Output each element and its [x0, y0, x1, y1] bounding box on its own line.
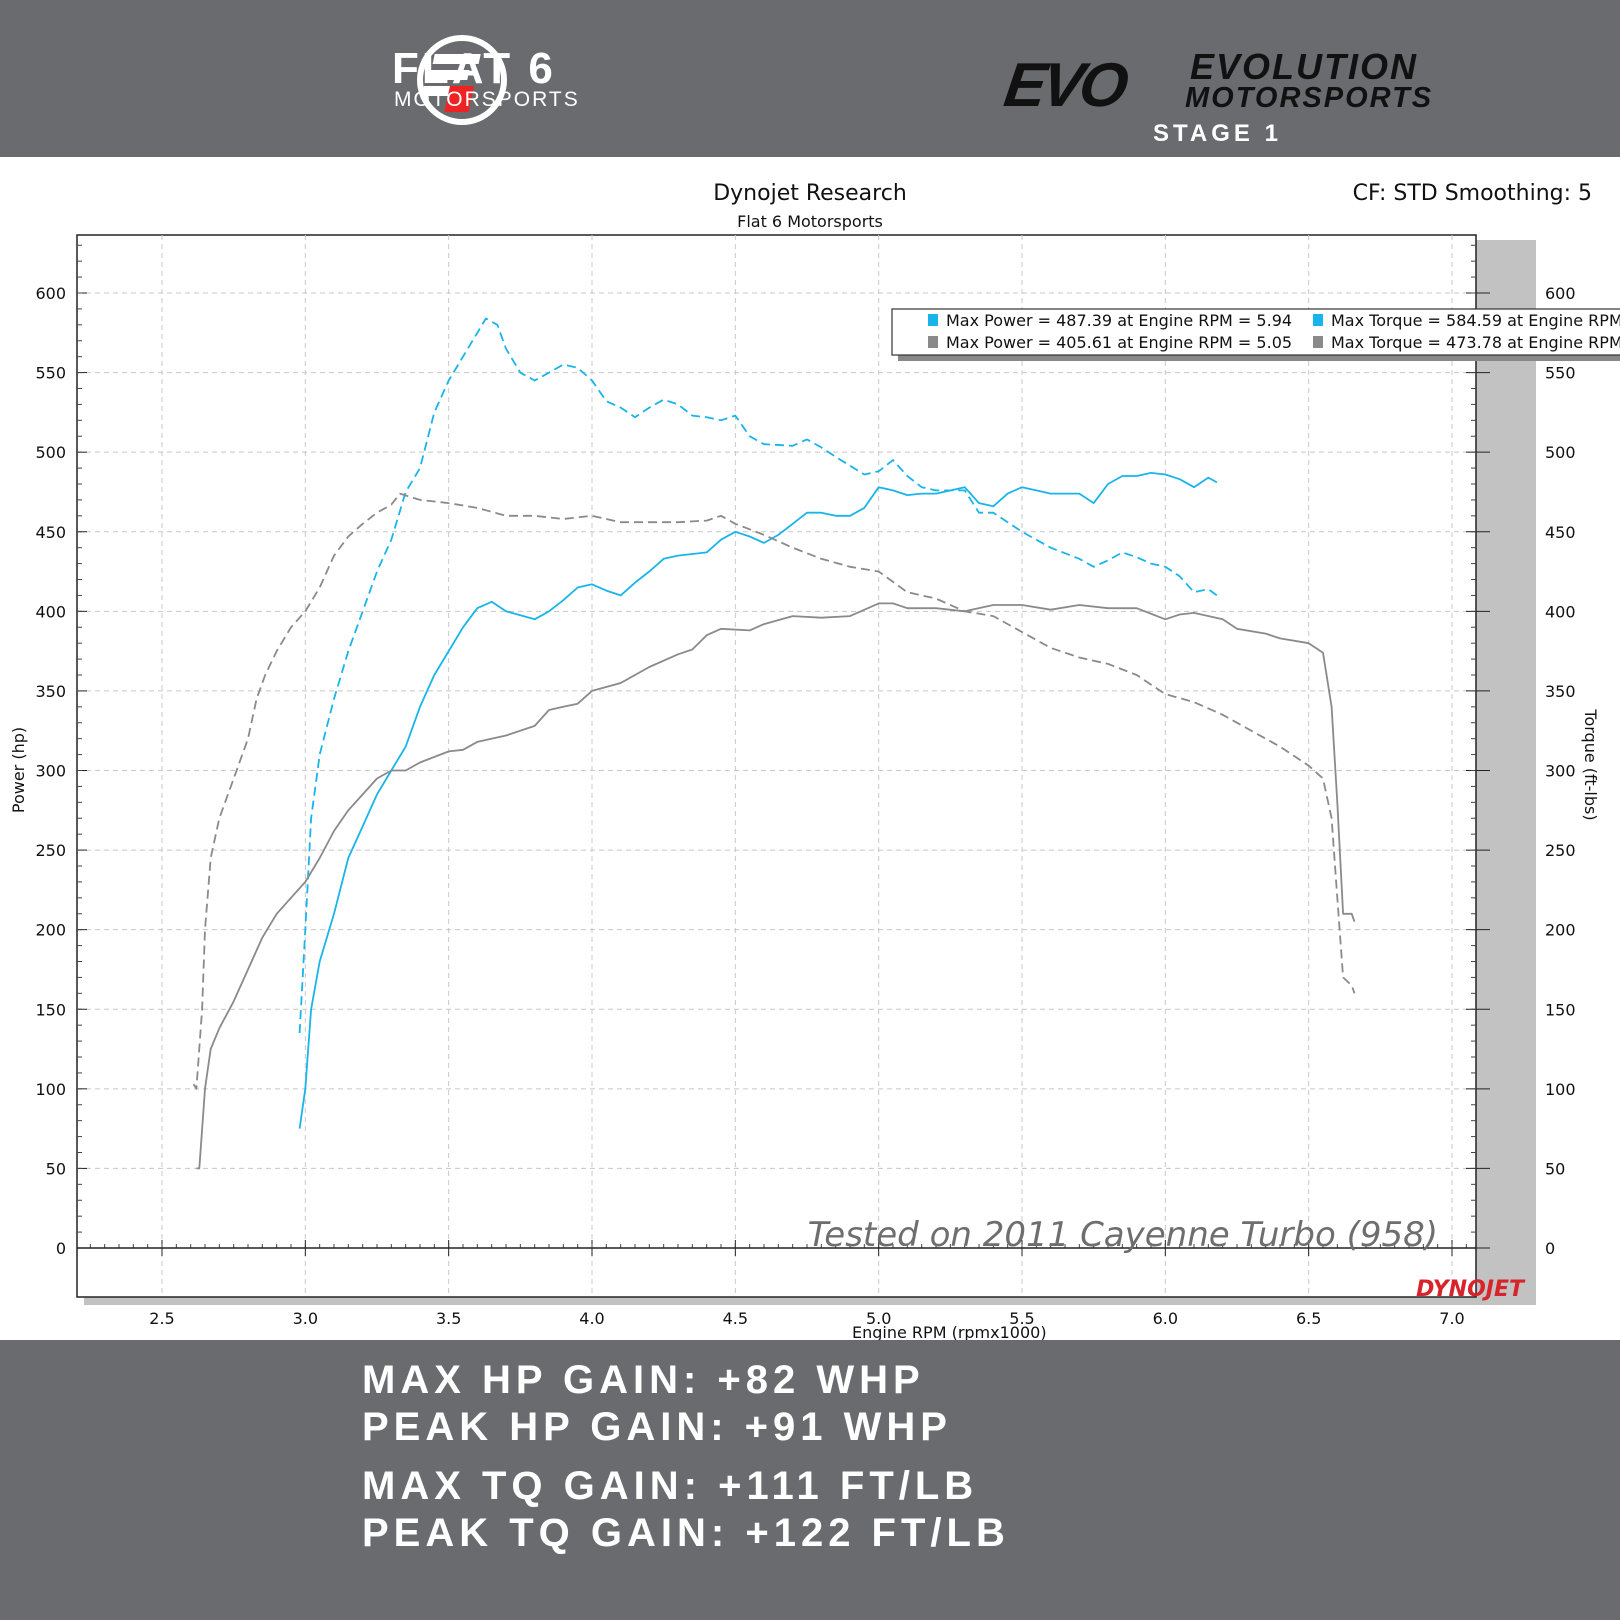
x-axis-label: Engine RPM (rpmx1000) — [852, 1323, 1047, 1340]
dyno-chart: Dynojet Research Flat 6 Motorsports CF: … — [9, 181, 1620, 1340]
y-tick-label: 200 — [35, 921, 66, 940]
peak-tq-gain: PEAK TQ GAIN: +122 FT/LB — [362, 1511, 1010, 1555]
legend-swatch-stock-torque — [1313, 336, 1323, 348]
x-tick-label: 5.5 — [1009, 1309, 1034, 1328]
flat6-logo-title: FLAT 6 — [392, 44, 556, 93]
chart-subtitle: Flat 6 Motorsports — [737, 212, 883, 231]
peak-hp-gain: PEAK HP GAIN: +91 WHP — [362, 1405, 952, 1449]
y2-tick-label: 250 — [1545, 841, 1576, 860]
y2-tick-label: 400 — [1545, 602, 1576, 621]
y-tick-label: 300 — [35, 762, 66, 781]
y2-tick-label: 550 — [1545, 364, 1576, 383]
annotation: Tested on 2011 Cayenne Turbo (958) — [808, 1215, 1438, 1255]
max-hp-gain: MAX HP GAIN: +82 WHP — [362, 1358, 925, 1402]
y-tick-label: 500 — [35, 443, 66, 462]
y-tick-label: 250 — [35, 841, 66, 860]
series-tuned-power — [298, 472, 1218, 1129]
x-tick-label: 3.5 — [436, 1309, 461, 1328]
y2-tick-label: 300 — [1545, 762, 1576, 781]
series-tuned-torque — [298, 317, 1218, 1034]
x-tick-label: 3.0 — [293, 1309, 318, 1328]
x-tick-label: 6.0 — [1153, 1309, 1178, 1328]
series-stock-power — [196, 602, 1356, 1170]
legend-item: Max Torque = 473.78 at Engine RPM — [1331, 333, 1620, 352]
y2-tick-label: 450 — [1545, 523, 1576, 542]
y-tick-label: 50 — [46, 1159, 66, 1178]
y-tick-label: 150 — [35, 1000, 66, 1019]
y-tick-label: 100 — [35, 1080, 66, 1099]
y2-tick-label: 150 — [1545, 1000, 1576, 1019]
corner-info: CF: STD Smoothing: 5 — [1353, 181, 1592, 206]
dynojet-logo: DYNOJET — [1416, 1277, 1526, 1302]
y2-tick-label: 50 — [1545, 1159, 1565, 1178]
y-tick-label: 0 — [56, 1239, 66, 1258]
y-tick-label: 600 — [35, 284, 66, 303]
legend-swatch-stock-power — [928, 336, 938, 348]
y2-tick-label: 500 — [1545, 443, 1576, 462]
y2-tick-label: 600 — [1545, 284, 1576, 303]
plot-area — [76, 234, 1477, 1298]
x-tick-label: 5.0 — [866, 1309, 891, 1328]
y-axis-label: Power (hp) — [9, 727, 28, 813]
legend: Max Power = 487.39 at Engine RPM = 5.94 … — [891, 308, 1620, 361]
y-tick-label: 550 — [35, 364, 66, 383]
max-tq-gain: MAX TQ GAIN: +111 FT/LB — [362, 1464, 979, 1508]
y2-tick-label: 350 — [1545, 682, 1576, 701]
x-tick-label: 7.0 — [1439, 1309, 1464, 1328]
footer-band — [0, 1340, 1620, 1620]
evo-logo-subtitle: MOTORSPORTS — [1185, 82, 1434, 114]
legend-swatch-tuned-power — [928, 314, 938, 326]
flat6-logo-subtitle: MOTORSPORTS — [394, 88, 580, 111]
x-tick-label: 4.0 — [579, 1309, 604, 1328]
y2-axis-label: Torque (ft-lbs) — [1581, 708, 1600, 820]
series-stock-torque — [192, 492, 1356, 1090]
legend-item: Max Torque = 584.59 at Engine RPM — [1331, 311, 1620, 330]
flat6-logo-icon — [417, 35, 507, 125]
x-tick-label: 4.5 — [723, 1309, 748, 1328]
x-tick-label: 2.5 — [149, 1309, 174, 1328]
y2-tick-label: 200 — [1545, 921, 1576, 940]
y-tick-label: 350 — [35, 682, 66, 701]
chart-title: Dynojet Research — [713, 181, 907, 206]
evo-logo-title: EVOLUTION — [1190, 46, 1419, 87]
legend-swatch-tuned-torque — [1313, 314, 1323, 326]
x-tick-label: 6.5 — [1296, 1309, 1321, 1328]
y-tick-label: 400 — [35, 602, 66, 621]
legend-item: Max Power = 405.61 at Engine RPM = 5.05 — [946, 333, 1292, 352]
y2-tick-label: 0 — [1545, 1239, 1555, 1258]
header-band — [0, 0, 1620, 157]
legend-item: Max Power = 487.39 at Engine RPM = 5.94 — [946, 311, 1292, 330]
stage-label: STAGE 1 — [1153, 120, 1282, 147]
y2-tick-label: 100 — [1545, 1080, 1576, 1099]
y-tick-label: 450 — [35, 523, 66, 542]
